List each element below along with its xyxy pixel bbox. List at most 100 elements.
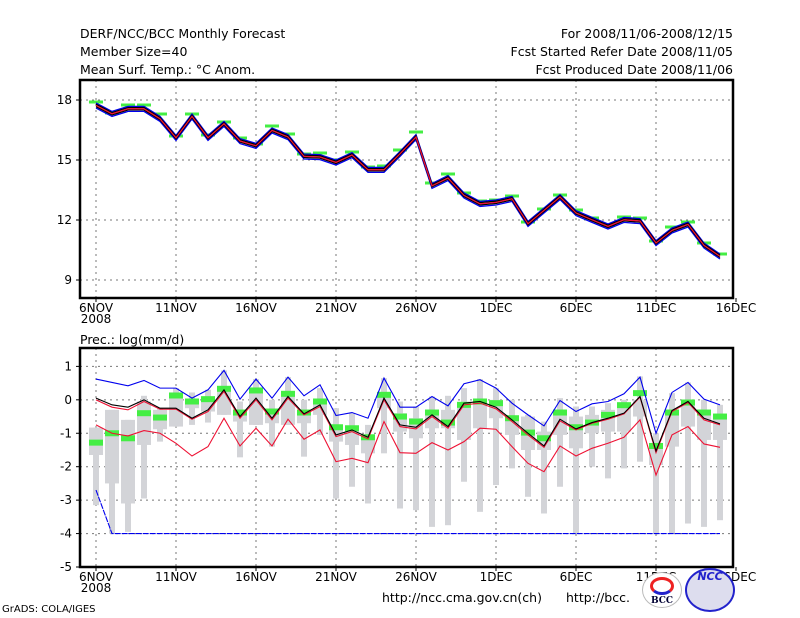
temp-blue-lower xyxy=(95,107,721,260)
precip-whisker xyxy=(333,408,339,499)
temp-xtick-label: 16DEC xyxy=(716,301,756,315)
precip-observed-mark xyxy=(713,413,727,420)
precip-whisker xyxy=(525,414,531,497)
precip-observed-mark xyxy=(553,409,567,416)
precip-observed-mark xyxy=(649,442,663,449)
precip-box xyxy=(457,406,471,440)
precip-box xyxy=(425,411,439,429)
grads-credit: GrADS: COLA/IGES xyxy=(2,604,96,615)
precip-chart-title: Prec.: log(mm/d) xyxy=(80,332,185,347)
header-start-date: Fcst Started Refer Date 2008/11/05 xyxy=(510,44,734,59)
precip-box xyxy=(697,411,711,440)
precip-xtick-label: 1DEC xyxy=(480,570,513,584)
precip-whisker xyxy=(637,376,643,462)
header-variable: Mean Surf. Temp.: °C Anom. xyxy=(80,62,256,77)
temp-xtick-label: 1DEC xyxy=(480,301,513,315)
precip-xtick-year: 2008 xyxy=(81,581,112,595)
precip-observed-mark xyxy=(297,409,311,416)
precip-observed-mark xyxy=(249,387,263,394)
precip-whisker xyxy=(589,406,595,467)
header-title: DERF/NCC/BCC Monthly Forecast xyxy=(80,26,286,41)
precip-observed-mark xyxy=(89,439,103,446)
precip-xtick-label: 6NOV xyxy=(79,570,114,584)
precip-box xyxy=(713,418,727,440)
precip-observed-mark xyxy=(393,413,407,420)
precip-box xyxy=(553,409,567,435)
temp-ytick-label: 15 xyxy=(57,153,72,167)
precip-observed-mark xyxy=(601,411,615,418)
precip-whisker xyxy=(653,433,659,534)
temp-xtick-year: 2008 xyxy=(81,312,112,326)
precip-ytick-label: -2 xyxy=(60,460,72,474)
precip-whisker xyxy=(237,401,243,458)
precip-box xyxy=(217,389,231,415)
precip-whisker xyxy=(349,413,355,487)
precip-xtick-label: 16NOV xyxy=(235,570,277,584)
temp-red-line xyxy=(95,104,721,257)
precip-whisker xyxy=(573,406,579,534)
precip-whisker xyxy=(493,388,499,486)
precip-whisker xyxy=(701,399,707,527)
precip-observed-mark xyxy=(505,415,519,422)
precip-observed-mark xyxy=(537,435,551,442)
precip-blue-upper xyxy=(95,369,721,435)
precip-observed-mark xyxy=(121,435,135,442)
temp-chart: 9 12 15 18 6NOV 11NOV 16NOV 21NOV 26NOV 1DEC 6DEC 1… xyxy=(57,78,756,326)
bcc-url: http://bcc. xyxy=(566,590,630,605)
precip-xtick-label: 21NOV xyxy=(315,570,357,584)
precip-observed-mark xyxy=(569,424,583,431)
precip-whisker xyxy=(93,427,99,506)
header-produced-date: Fcst Produced Date 2008/11/06 xyxy=(535,62,733,77)
precip-xtick-label: 6DEC xyxy=(560,570,593,584)
temp-ytick-label: 9 xyxy=(64,273,72,287)
precip-red-upper xyxy=(95,390,721,455)
bcc-logo: BCC xyxy=(642,572,682,608)
precip-ytick-label: -4 xyxy=(60,527,72,541)
precip-observed-mark xyxy=(697,409,711,416)
precip-ytick-label: -1 xyxy=(60,426,72,440)
precip-observed-mark xyxy=(201,396,215,403)
precip-whisker xyxy=(717,404,723,521)
precip-ytick-label: 0 xyxy=(64,393,72,407)
ncc-logo: NCC xyxy=(685,568,735,612)
precip-observed-mark xyxy=(265,408,279,415)
precip-box xyxy=(249,389,263,425)
precip-box xyxy=(361,436,375,454)
precip-whisker xyxy=(397,401,403,509)
precip-box xyxy=(169,396,183,427)
precip-box xyxy=(377,396,391,409)
precip-box xyxy=(105,409,119,484)
precip-whisker xyxy=(605,403,611,479)
precip-whisker xyxy=(669,393,675,534)
precip-observed-mark xyxy=(217,385,231,392)
precip-ytick-label: -5 xyxy=(60,560,72,574)
precip-observed-mark xyxy=(233,409,247,416)
precip-observed-mark xyxy=(185,398,199,405)
precip-box xyxy=(569,416,583,449)
precip-whisker xyxy=(189,392,195,425)
precip-observed-mark xyxy=(377,391,391,398)
precip-whisker xyxy=(381,378,387,454)
precip-mean-line xyxy=(95,388,721,453)
precip-observed-mark xyxy=(313,398,327,405)
precip-whisker xyxy=(445,395,451,526)
temp-xtick-label: 11NOV xyxy=(155,301,197,315)
precip-observed-mark xyxy=(345,425,359,432)
precip-ytick-label: 1 xyxy=(64,359,72,373)
precip-whisker xyxy=(557,398,563,487)
temp-xtick-label: 16NOV xyxy=(235,301,277,315)
temp-xtick-label: 6NOV xyxy=(79,301,114,315)
precip-observed-mark xyxy=(425,409,439,416)
precip-observed-mark xyxy=(137,410,151,417)
precip-observed-mark xyxy=(409,418,423,425)
temp-xtick-label: 6DEC xyxy=(560,301,593,315)
precip-box xyxy=(137,401,151,445)
ncc-url: http://ncc.cma.gov.cn(ch) xyxy=(382,590,542,605)
precip-observed-mark xyxy=(329,424,343,431)
precip-whisker xyxy=(365,424,371,504)
precip-observed-mark xyxy=(281,390,295,397)
precip-box xyxy=(617,408,631,432)
precip-observed-mark xyxy=(617,402,631,409)
